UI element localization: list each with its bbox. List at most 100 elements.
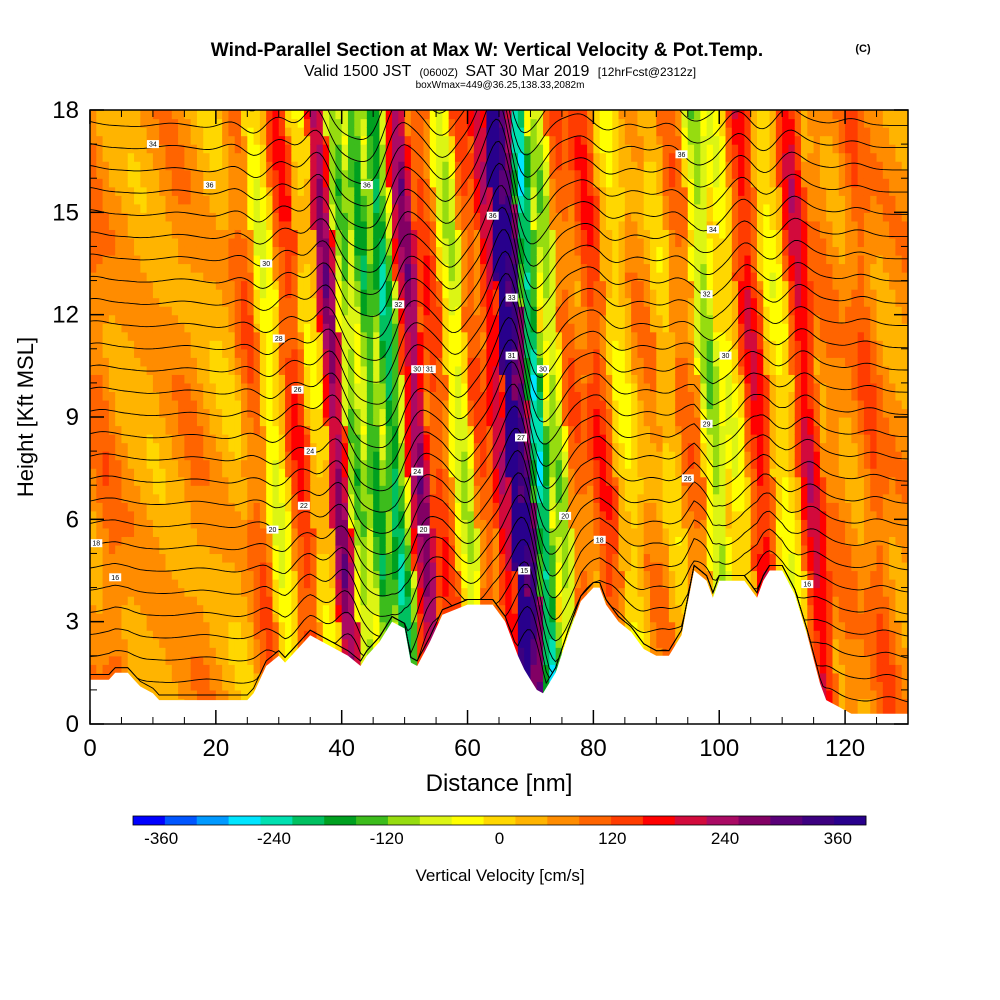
velocity-cell [417, 442, 425, 452]
velocity-cell [178, 493, 185, 503]
velocity-cell [209, 570, 217, 580]
velocity-cell [316, 289, 324, 299]
velocity-cell [184, 357, 192, 367]
velocity-cell [347, 357, 355, 367]
velocity-cell [347, 272, 355, 282]
velocity-cell [467, 254, 475, 265]
velocity-cell [96, 596, 104, 606]
velocity-cell [392, 314, 399, 324]
velocity-cell [385, 306, 393, 316]
velocity-cell [228, 459, 236, 469]
velocity-cell [505, 374, 513, 384]
velocity-cell [454, 544, 462, 555]
velocity-cell [278, 630, 286, 640]
velocity-cell [492, 203, 500, 213]
velocity-cell [423, 229, 431, 239]
velocity-cell [278, 570, 286, 580]
velocity-cell [146, 468, 154, 478]
velocity-cell [108, 459, 116, 469]
velocity-cell [297, 135, 305, 145]
velocity-cell [278, 442, 286, 452]
velocity-cell [461, 579, 469, 589]
velocity-cell [108, 434, 116, 444]
velocity-cell [152, 519, 160, 529]
velocity-cell [379, 314, 387, 324]
velocity-cell [253, 664, 261, 674]
velocity-cell [322, 468, 330, 478]
velocity-cell [335, 638, 343, 648]
velocity-cell [96, 510, 104, 520]
velocity-cell [278, 297, 286, 307]
velocity-cell [505, 536, 513, 546]
velocity-cell [467, 169, 475, 179]
velocity-cell [90, 144, 97, 154]
velocity-cell [404, 152, 412, 162]
velocity-cell [517, 306, 525, 316]
velocity-cell [165, 536, 173, 546]
velocity-cell [366, 613, 374, 623]
velocity-cell [115, 604, 123, 614]
velocity-cell [335, 314, 343, 324]
velocity-cell [127, 203, 135, 213]
velocity-cell [366, 451, 374, 461]
velocity-cell [165, 348, 173, 358]
velocity-cell [140, 306, 148, 316]
velocity-cell [499, 365, 506, 375]
velocity-cell [234, 110, 242, 120]
velocity-cell [203, 280, 211, 290]
velocity-cell [354, 357, 362, 367]
velocity-cell [178, 485, 185, 495]
velocity-cell [190, 118, 198, 128]
velocity-cell [159, 681, 167, 691]
velocity-cell [392, 357, 399, 367]
velocity-cell [234, 630, 242, 640]
velocity-cell [341, 229, 349, 239]
velocity-cell [278, 195, 286, 205]
velocity-cell [209, 195, 217, 205]
velocity-cell [203, 681, 211, 691]
velocity-cell [228, 399, 236, 410]
velocity-cell [379, 365, 387, 375]
velocity-cell [121, 144, 129, 154]
velocity-cell [184, 468, 192, 478]
velocity-cell [102, 399, 110, 410]
velocity-cell [196, 391, 204, 401]
velocity-cell [171, 297, 179, 307]
velocity-cell [184, 417, 192, 427]
velocity-cell [480, 382, 488, 393]
velocity-cell [140, 348, 148, 358]
velocity-cell [398, 331, 406, 341]
velocity-cell [505, 280, 513, 290]
velocity-cell [108, 417, 116, 427]
velocity-cell [272, 152, 280, 162]
velocity-cell [96, 579, 104, 589]
velocity-cell [310, 161, 318, 171]
velocity-cell [360, 476, 368, 486]
velocity-cell [259, 127, 267, 137]
velocity-cell [209, 348, 217, 358]
velocity-cell [266, 596, 274, 606]
velocity-cell [159, 553, 167, 563]
velocity-cell [398, 527, 406, 537]
velocity-cell [115, 399, 123, 410]
velocity-cell [203, 459, 211, 469]
velocity-cell [467, 161, 475, 171]
velocity-cell [442, 306, 450, 316]
velocity-cell [517, 647, 525, 657]
velocity-cell [209, 417, 217, 427]
velocity-cell [517, 212, 525, 222]
velocity-cell [165, 519, 173, 529]
velocity-cell [115, 493, 123, 503]
velocity-cell [436, 272, 443, 282]
velocity-cell [505, 237, 513, 248]
velocity-cell [303, 391, 311, 401]
velocity-cell [127, 468, 135, 478]
velocity-cell [417, 169, 425, 179]
velocity-cell [222, 331, 230, 341]
velocity-cell [316, 323, 324, 333]
velocity-cell [316, 425, 324, 435]
velocity-cell [366, 254, 374, 265]
velocity-cell [90, 186, 97, 196]
velocity-cell [385, 553, 393, 563]
velocity-cell [461, 280, 469, 290]
